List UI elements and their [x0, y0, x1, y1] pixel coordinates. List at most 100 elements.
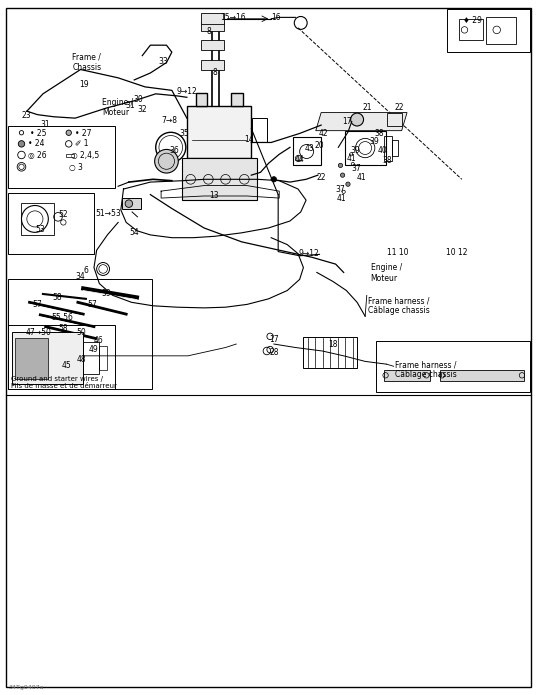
Text: 36: 36	[170, 147, 179, 155]
Text: 50: 50	[77, 329, 86, 337]
Bar	[252, 118, 267, 142]
Text: 28: 28	[270, 348, 279, 357]
Text: 37: 37	[336, 185, 345, 193]
Bar	[8, 325, 115, 389]
Ellipse shape	[295, 155, 302, 162]
Text: 53: 53	[35, 225, 45, 234]
Text: 34Tg0407a: 34Tg0407a	[8, 685, 43, 690]
Bar	[201, 13, 224, 24]
Text: 41: 41	[337, 195, 346, 203]
Ellipse shape	[125, 200, 133, 207]
Bar	[201, 60, 224, 70]
Text: 11 10: 11 10	[387, 249, 408, 257]
Text: 55,56: 55,56	[51, 313, 73, 322]
Bar	[12, 332, 83, 384]
Text: • 27: • 27	[75, 129, 92, 138]
Text: 17: 17	[270, 335, 279, 343]
Text: 23: 23	[21, 111, 31, 120]
Text: 14: 14	[244, 135, 254, 143]
Text: ○ 2,4,5: ○ 2,4,5	[71, 152, 100, 160]
Ellipse shape	[340, 173, 345, 177]
Text: 38: 38	[375, 129, 384, 138]
Text: Frame harness /
Câblage chassis: Frame harness / Câblage chassis	[395, 360, 456, 379]
Text: 18: 18	[329, 340, 338, 348]
Text: 43: 43	[305, 145, 315, 153]
Text: 8: 8	[212, 69, 217, 77]
Text: 22: 22	[317, 173, 326, 181]
Text: 41: 41	[357, 173, 367, 181]
Text: 15→16: 15→16	[220, 13, 246, 22]
Text: • 25: • 25	[30, 129, 46, 138]
Bar	[83, 342, 99, 374]
Text: 44: 44	[294, 156, 304, 164]
Text: Engine /
Moteur: Engine / Moteur	[102, 98, 133, 117]
Text: 6: 6	[83, 266, 88, 275]
Bar	[459, 19, 483, 40]
Text: Engine /
Moteur: Engine / Moteur	[371, 263, 402, 283]
Text: Frame harness /
Câblage chassis: Frame harness / Câblage chassis	[368, 296, 430, 316]
Text: 19: 19	[79, 81, 89, 89]
Text: 45: 45	[62, 361, 71, 370]
Text: 31: 31	[40, 120, 50, 129]
Text: 33: 33	[158, 57, 168, 65]
Text: 58: 58	[53, 293, 62, 302]
Text: 21: 21	[362, 104, 372, 112]
Text: ✐ 1: ✐ 1	[75, 140, 89, 148]
Text: Frame /
Chassis: Frame / Chassis	[72, 53, 101, 72]
Ellipse shape	[338, 163, 343, 167]
Text: ◎ 26: ◎ 26	[28, 152, 47, 160]
Text: 39: 39	[369, 138, 379, 146]
Text: 8: 8	[207, 27, 212, 35]
Bar	[376, 341, 530, 392]
Text: 34: 34	[75, 272, 85, 281]
Text: 9→12: 9→12	[298, 250, 319, 258]
Text: 52: 52	[59, 210, 68, 218]
Text: 41: 41	[346, 154, 356, 163]
Bar	[303, 337, 357, 368]
Bar	[8, 193, 94, 254]
Polygon shape	[316, 113, 407, 131]
Text: 57: 57	[88, 300, 97, 309]
Text: 22: 22	[395, 104, 404, 112]
Text: • 24: • 24	[28, 140, 45, 148]
Bar	[8, 126, 115, 188]
Text: 10 12: 10 12	[446, 249, 467, 257]
Text: 46: 46	[94, 336, 104, 345]
Bar	[384, 136, 392, 161]
Text: 59: 59	[101, 289, 111, 297]
Text: 31: 31	[126, 101, 135, 110]
Text: 20: 20	[314, 142, 324, 150]
Bar	[201, 40, 224, 50]
Text: 35: 35	[180, 129, 190, 138]
Text: 49: 49	[89, 345, 98, 354]
Bar	[384, 370, 430, 381]
Bar	[486, 17, 516, 44]
Text: 39: 39	[351, 147, 360, 155]
Text: 42: 42	[319, 129, 329, 138]
Text: 37: 37	[352, 164, 361, 172]
Bar	[440, 370, 524, 381]
Text: 32: 32	[137, 105, 147, 113]
Text: ♦ 29: ♦ 29	[463, 17, 482, 25]
Bar	[387, 113, 402, 126]
Bar	[15, 338, 48, 379]
Bar	[21, 203, 54, 235]
Bar	[345, 131, 386, 165]
Bar	[447, 9, 530, 52]
Text: 54: 54	[129, 229, 139, 237]
Bar	[187, 106, 251, 158]
Text: 17: 17	[343, 117, 352, 126]
Text: 38: 38	[383, 156, 393, 165]
Text: 13: 13	[209, 192, 219, 200]
Text: 51→53: 51→53	[96, 209, 121, 218]
Text: 47→50: 47→50	[26, 329, 52, 337]
Bar	[196, 93, 207, 106]
Bar	[293, 137, 321, 165]
Bar	[99, 346, 107, 370]
Text: Ground and starter wires /
Fils de masse et de démarreur: Ground and starter wires / Fils de masse…	[11, 376, 117, 389]
Bar	[392, 140, 398, 156]
Ellipse shape	[346, 182, 350, 186]
Bar	[8, 279, 152, 389]
Ellipse shape	[19, 164, 24, 170]
Bar	[66, 154, 74, 157]
